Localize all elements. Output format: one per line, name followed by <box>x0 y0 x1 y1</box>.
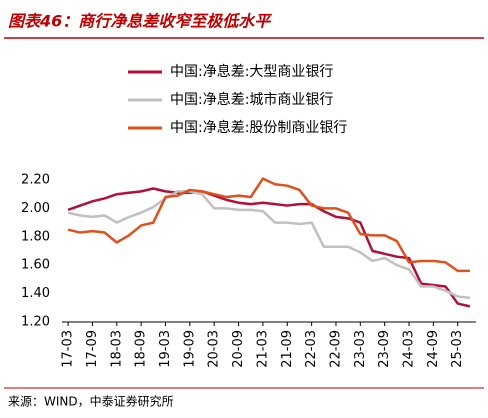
x-tick-label: 19-03 <box>158 330 173 368</box>
x-tick-label: 21-09 <box>280 330 295 368</box>
x-tick-label: 20-09 <box>231 330 246 368</box>
series-line <box>67 187 471 308</box>
x-tick-label: 22-09 <box>328 330 343 368</box>
x-tick-label: 23-09 <box>377 330 392 368</box>
x-tick-label: 23-03 <box>353 330 368 368</box>
series-line <box>67 190 471 300</box>
x-tick-label: 25-03 <box>450 330 465 368</box>
y-tick-label: 1.60 <box>21 258 50 273</box>
source: 来源：WIND，中泰证券研究所 <box>8 394 174 409</box>
y-tick-label: 1.20 <box>21 315 50 330</box>
legend-label: 中国:净息差:股份制商业银行 <box>170 119 347 136</box>
x-tick-label: 21-03 <box>255 330 270 368</box>
x-tick-label: 17-03 <box>61 330 76 368</box>
x-tick-label: 17-09 <box>85 330 100 368</box>
legend-label: 中国:净息差:城市商业银行 <box>170 91 333 108</box>
x-tick-label: 19-09 <box>182 330 197 368</box>
legend-label: 中国:净息差:大型商业银行 <box>170 63 333 80</box>
y-tick-label: 1.40 <box>21 286 50 301</box>
x-tick-label: 22-03 <box>304 330 319 368</box>
y-tick-label: 2.20 <box>21 173 50 188</box>
series-line <box>67 177 470 273</box>
x-tick-label: 20-03 <box>207 330 222 368</box>
y-tick-label: 2.00 <box>21 201 50 216</box>
x-tick-label: 24-09 <box>426 330 441 368</box>
chart-title: 图表46：商行净息差收窄至极低水平 <box>8 12 272 31</box>
x-tick-label: 24-03 <box>402 330 417 368</box>
y-tick-label: 1.80 <box>21 229 50 244</box>
x-tick-label: 18-03 <box>109 330 124 368</box>
x-tick-label: 18-09 <box>134 330 149 368</box>
